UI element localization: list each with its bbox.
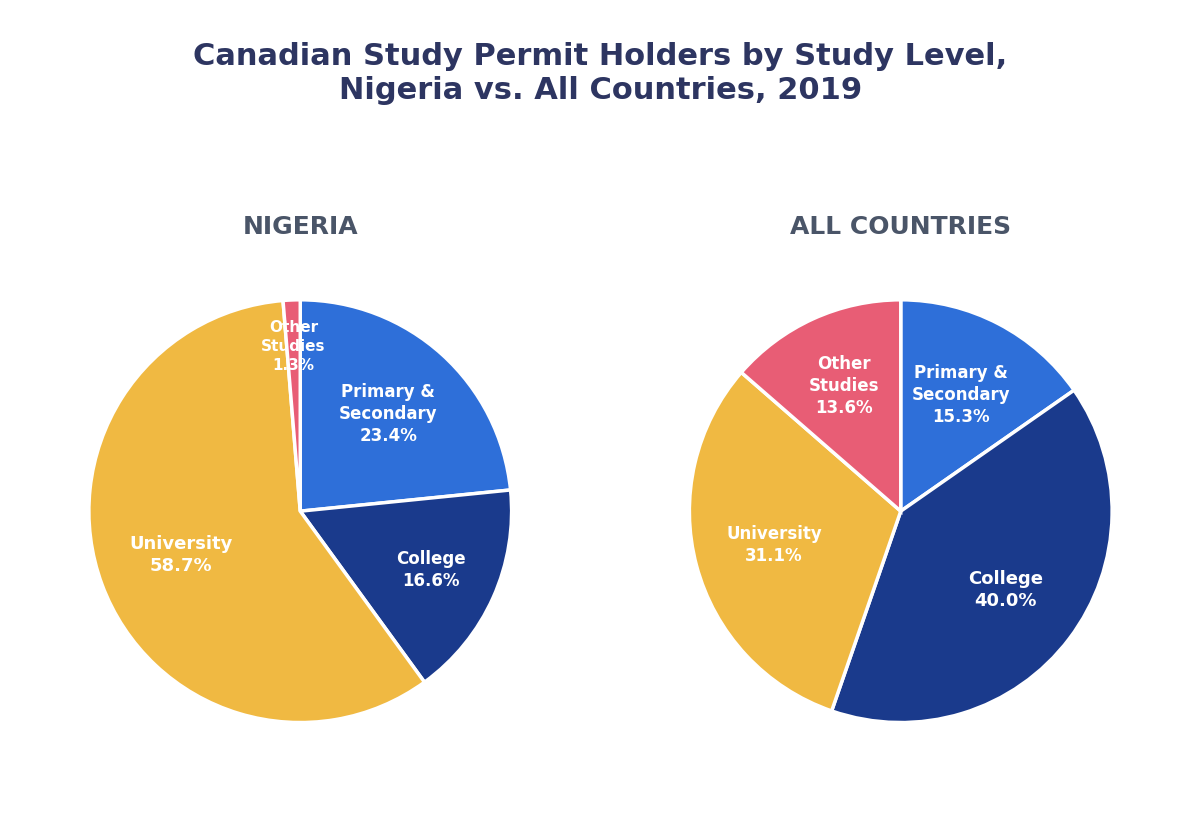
Wedge shape (831, 391, 1112, 722)
Text: College
40.0%: College 40.0% (968, 570, 1042, 610)
Text: Primary &
Secondary
23.4%: Primary & Secondary 23.4% (339, 383, 437, 445)
Wedge shape (300, 490, 512, 682)
Wedge shape (901, 300, 1074, 511)
Text: Canadian Study Permit Holders by Study Level,
Nigeria vs. All Countries, 2019: Canadian Study Permit Holders by Study L… (193, 42, 1008, 105)
Wedge shape (89, 301, 424, 722)
Text: University
58.7%: University 58.7% (130, 535, 233, 576)
Text: Other
Studies
1.3%: Other Studies 1.3% (262, 320, 325, 373)
Wedge shape (689, 372, 901, 711)
Text: NIGERIA: NIGERIA (243, 215, 358, 239)
Text: Other
Studies
13.6%: Other Studies 13.6% (808, 355, 879, 417)
Text: ALL COUNTRIES: ALL COUNTRIES (790, 215, 1011, 239)
Text: College
16.6%: College 16.6% (396, 550, 466, 590)
Text: Primary &
Secondary
15.3%: Primary & Secondary 15.3% (912, 364, 1011, 427)
Text: University
31.1%: University 31.1% (727, 525, 821, 565)
Wedge shape (283, 300, 300, 511)
Wedge shape (741, 300, 901, 511)
Wedge shape (300, 300, 510, 511)
